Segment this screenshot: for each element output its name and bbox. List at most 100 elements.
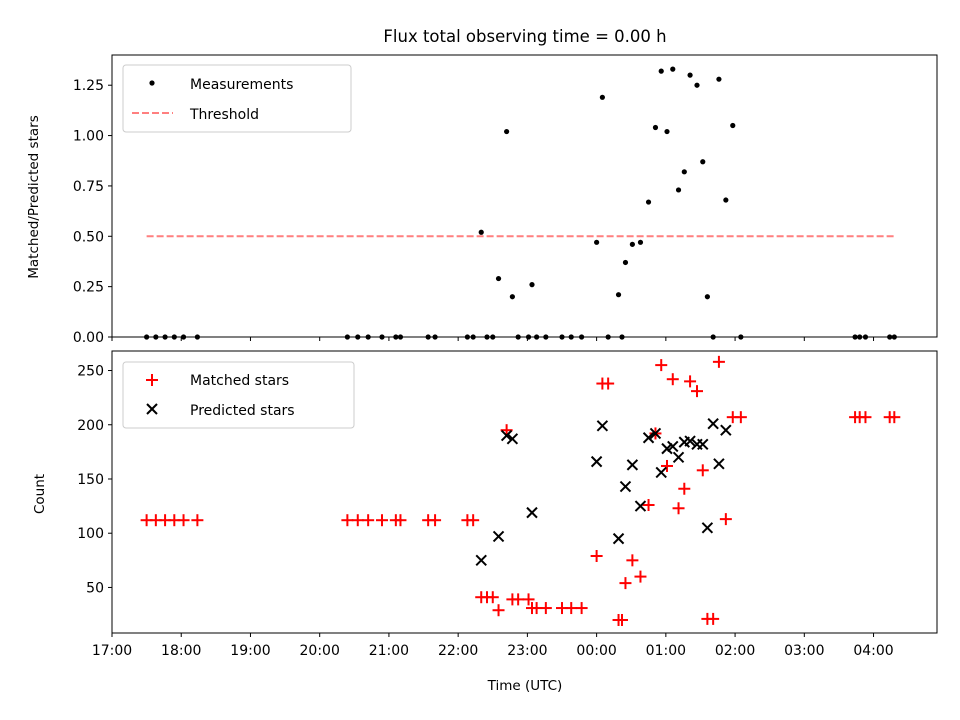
matched-point: [512, 593, 525, 606]
x-tick-label: 20:00: [300, 643, 340, 659]
predicted-point-b: [655, 466, 667, 479]
matched-point: [672, 502, 685, 515]
measurement-point: [670, 66, 676, 72]
matched-point: [712, 355, 725, 368]
y-tick-label: 100: [77, 526, 104, 542]
matched-point: [539, 602, 552, 615]
predicted-point: [492, 530, 505, 543]
measurement-point: [637, 239, 644, 245]
y-tick-label: 150: [77, 472, 104, 488]
measurement-point: [478, 229, 484, 235]
x-tick-label: 17:00: [92, 643, 132, 659]
matched-point: [191, 514, 204, 527]
x-axis-label: Time (UTC): [487, 678, 563, 694]
legend-measurements-marker: [149, 80, 155, 86]
predicted-point-b: [626, 459, 639, 471]
measurement-point: [652, 124, 659, 131]
matched-point: [565, 602, 578, 615]
measurement-point: [658, 68, 664, 74]
predicted-point: [707, 417, 719, 430]
x-tick-label: 02:00: [715, 643, 755, 659]
matched-point: [678, 482, 691, 495]
predicted-point: [626, 459, 639, 471]
matched-point: [619, 577, 632, 590]
predicted-point: [526, 506, 538, 519]
predicted-point-b: [672, 451, 685, 463]
predicted-point-b: [596, 420, 609, 432]
y-tick-label: 0.75: [73, 179, 104, 195]
predicted-point-b: [526, 506, 538, 519]
x-tick-label: 21:00: [369, 643, 409, 659]
matched-point: [707, 612, 720, 625]
legend-matched-label: Matched stars: [190, 373, 289, 389]
x-tick-label: 04:00: [853, 643, 893, 659]
matched-point: [351, 514, 364, 527]
predicted-point-b: [642, 432, 655, 444]
predicted-point-b: [684, 435, 696, 447]
matched-point: [626, 554, 639, 567]
bottom-plot-area: 50 100 150 200 250 17:00 18:00 19:00 20:00 21:00 2…: [77, 350, 938, 659]
predicted-point: [713, 458, 725, 470]
measurement-point: [716, 76, 722, 82]
measurement-point: [509, 294, 515, 300]
top-plot-area: 0.00 0.25 0.50 0.75 1.00 1.25: [73, 54, 938, 346]
matched-point: [467, 514, 480, 527]
measurement-point: [694, 82, 700, 88]
measurement-point: [594, 239, 600, 245]
x-tick-label: 01:00: [646, 643, 686, 659]
predicted-point: [697, 438, 709, 450]
data-layer: [140, 355, 901, 626]
matched-point: [362, 514, 375, 527]
y-tick-label: 0.25: [73, 280, 104, 296]
predicted-point: [612, 532, 625, 545]
measurement-point: [529, 282, 535, 288]
y-tick-label: 50: [86, 580, 104, 596]
measurement-point: [664, 128, 670, 135]
axes-frame: [111, 350, 938, 634]
matched-point: [859, 411, 872, 424]
legend-predicted-marker: [146, 403, 158, 415]
x-tick-label: 22:00: [438, 643, 478, 659]
measurement-point: [629, 241, 635, 247]
y-tick-label: 0.00: [73, 330, 104, 346]
matched-point: [616, 613, 628, 626]
predicted-point: [684, 435, 696, 447]
predicted-point-b: [701, 522, 714, 534]
x-tick-label: 00:00: [576, 643, 616, 659]
measurement-point: [687, 72, 693, 78]
matched-point: [429, 514, 442, 527]
predicted-point: [720, 424, 732, 436]
matched-point: [522, 593, 535, 606]
bottom-y-axis-label: Count: [32, 474, 48, 514]
matched-point: [486, 591, 499, 604]
legend-predicted-label: Predicted stars: [190, 403, 295, 419]
predicted-point-b: [707, 417, 719, 430]
predicted-point-b: [649, 427, 662, 440]
y-tick-label: 1.00: [73, 129, 104, 145]
predicted-point-b: [492, 530, 505, 543]
measurement-point: [681, 169, 687, 175]
measurement-point: [599, 94, 605, 100]
predicted-point: [634, 500, 647, 512]
predicted-point: [475, 554, 487, 567]
x-tick-label: 03:00: [784, 643, 824, 659]
matched-point: [642, 499, 655, 512]
x-tick-label: 18:00: [161, 643, 201, 659]
matched-point: [684, 375, 697, 388]
measurement-point: [700, 159, 706, 165]
predicted-point-b: [612, 532, 625, 545]
matched-point: [590, 549, 603, 562]
top-chart-title: Flux total observing time = 0.00 h: [383, 27, 666, 46]
predicted-point-b: [697, 438, 709, 450]
x-tick-label: 19:00: [230, 643, 270, 659]
bottom-legend-frame: [122, 361, 355, 429]
matched-point: [492, 604, 505, 617]
matched-point: [575, 602, 588, 615]
top-legend-frame: [122, 64, 352, 133]
matched-point: [177, 514, 190, 527]
predicted-point: [590, 455, 603, 468]
predicted-point-b: [634, 500, 647, 512]
matched-point: [634, 570, 647, 583]
